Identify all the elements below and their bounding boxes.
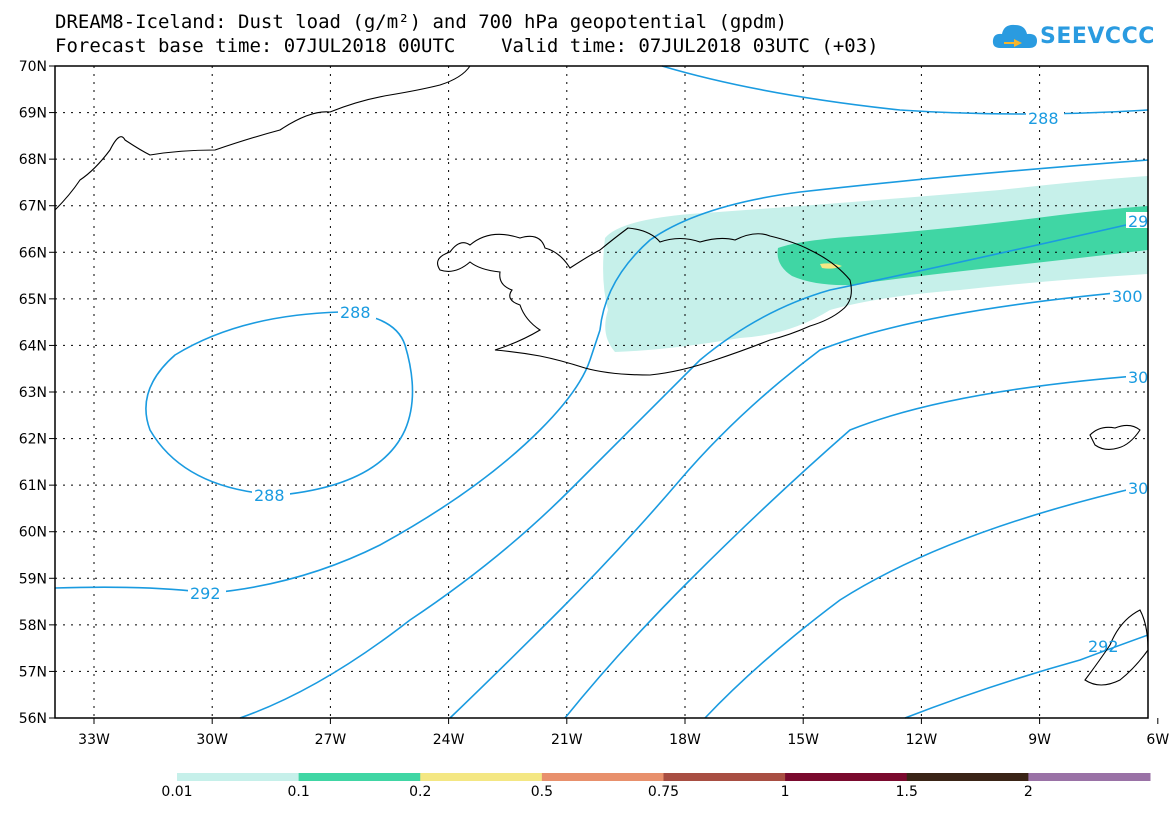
contour-line: [904, 634, 1149, 719]
longitude-label: 15W: [787, 732, 819, 748]
latitude-label: 56N: [19, 711, 47, 727]
legend-swatch: [1028, 773, 1151, 781]
contour-line: [599, 159, 1149, 331]
latitude-label: 61N: [19, 478, 47, 494]
contour-line: [145, 311, 414, 496]
longitude-label: 27W: [315, 732, 347, 748]
legend-label: 1.5: [895, 784, 918, 800]
latitude-label: 59N: [19, 571, 47, 587]
contour-line: [54, 329, 601, 594]
axis-ticks: [49, 65, 1159, 724]
longitude-label: 18W: [669, 732, 701, 748]
contour-label: 292: [190, 584, 221, 603]
legend-label: 2: [1023, 784, 1033, 800]
greenland-coast: [54, 65, 471, 211]
contour-label: 29: [1128, 212, 1148, 231]
logo-text: SEEVCCC: [1040, 24, 1155, 49]
longitude-label: 9W: [1028, 732, 1051, 748]
faroe-coast: [1089, 424, 1141, 451]
contour-line: [449, 289, 1149, 719]
legend-label: 0.5: [530, 784, 553, 800]
contour-label: 300: [1112, 287, 1143, 306]
longitude-label: 30W: [196, 732, 228, 748]
longitude-label: 24W: [433, 732, 465, 748]
legend-swatch: [298, 773, 421, 781]
legend-swatch: [420, 773, 543, 781]
contour-label: 292: [1088, 637, 1119, 656]
latitude-label: 63N: [19, 385, 47, 401]
latitude-label: 70N: [19, 59, 47, 75]
map-title: DREAM8-Iceland: Dust load (g/m²) and 700…: [55, 11, 788, 33]
seevccc-logo: SEEVCCC: [992, 20, 1154, 54]
contour-label: 288: [340, 303, 371, 322]
cloud-icon: [992, 24, 1037, 48]
legend-label: 0.75: [647, 784, 680, 800]
latitude-label: 65N: [19, 292, 47, 308]
legend-label: 0.2: [409, 784, 432, 800]
legend-label: 0.1: [287, 784, 310, 800]
latitude-label: 62N: [19, 432, 47, 448]
longitude-label: 21W: [551, 732, 583, 748]
longitude-labels: 33W 30W 27W 24W 21W 18W 15W 12W 9W 6W: [78, 732, 1169, 748]
dust-band-0.1: [777, 206, 1148, 286]
legend-swatch: [541, 773, 664, 781]
longitude-label: 12W: [906, 732, 938, 748]
latitude-label: 57N: [19, 664, 47, 680]
coastlines: [54, 65, 1149, 686]
latitude-label: 69N: [19, 106, 47, 122]
longitude-label: 6W: [1146, 732, 1169, 748]
grid-lines: [55, 66, 1148, 718]
forecast-times: Forecast base time: 07JUL2018 00UTC Vali…: [55, 35, 879, 57]
legend-swatch: [906, 773, 1029, 781]
contour-line: [704, 484, 1149, 719]
latitude-label: 64N: [19, 338, 47, 354]
iceland-coast: [437, 227, 852, 376]
contour-line: [564, 374, 1149, 719]
legend-swatch: [177, 773, 300, 781]
latitude-label: 60N: [19, 525, 47, 541]
longitude-label: 33W: [78, 732, 110, 748]
legend-label: 1: [780, 784, 790, 800]
legend-colorbar: [177, 773, 1151, 781]
contour-line: [239, 219, 1149, 719]
contour-label: 288: [254, 486, 285, 505]
latitude-label: 66N: [19, 245, 47, 261]
geopotential-contours: [54, 65, 1149, 719]
legend-label: 0.01: [161, 784, 193, 800]
latitude-labels: 70N 69N 68N 67N 66N 65N 64N 63N 62N 61N 60N 59N 58N 5…: [19, 59, 47, 727]
legend-swatch: [663, 773, 786, 781]
scotland-coast: [1084, 609, 1149, 686]
latitude-label: 67N: [19, 199, 47, 215]
contour-line: [661, 65, 1149, 115]
contour-label: 288: [1028, 109, 1059, 128]
latitude-label: 58N: [19, 618, 47, 634]
latitude-label: 68N: [19, 152, 47, 168]
contour-label: 30: [1128, 368, 1148, 387]
contour-labels: 288 288 288 292 29 300 30 30 292: [188, 109, 1150, 656]
contour-label: 30: [1128, 479, 1148, 498]
legend-swatch: [785, 773, 908, 781]
